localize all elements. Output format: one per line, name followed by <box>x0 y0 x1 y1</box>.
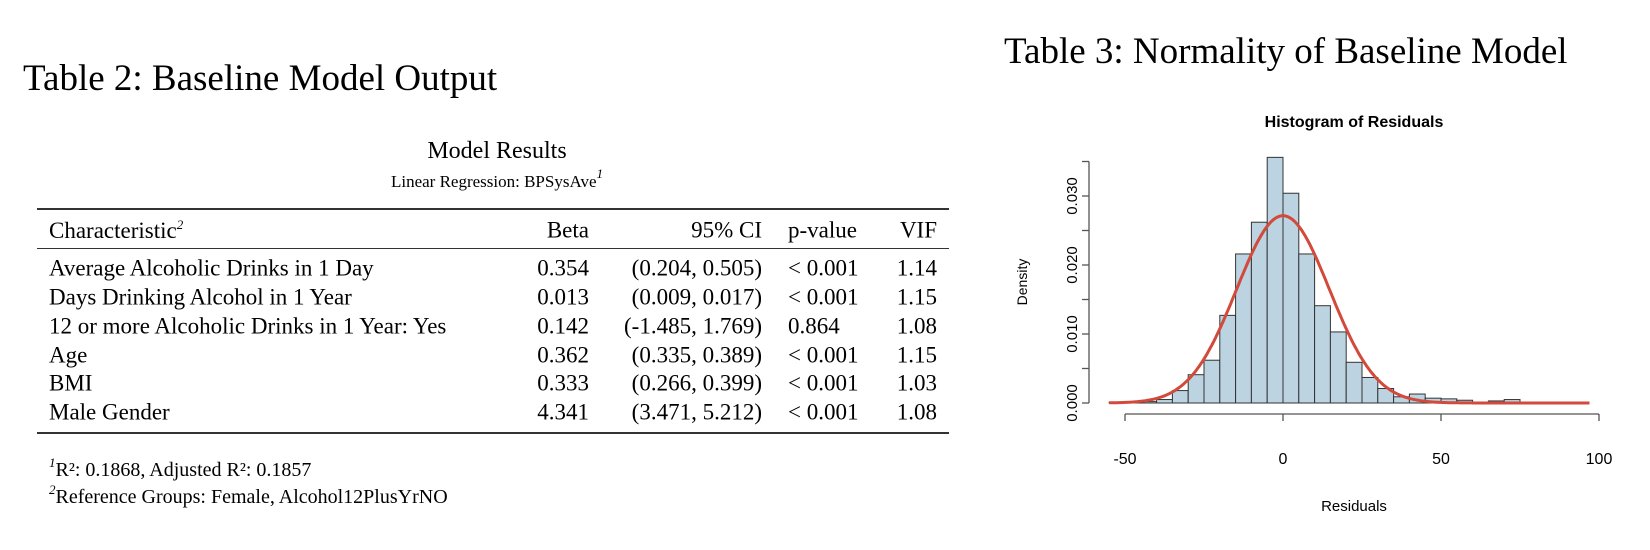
table-subtitle: Linear Regression: BPSysAve1 <box>391 166 603 192</box>
normal-density-curve <box>1109 214 1590 405</box>
cell-p-value: 0.864 <box>788 313 840 339</box>
histogram-bar <box>1314 305 1331 404</box>
column-header-characteristic: Characteristic2 <box>49 218 183 242</box>
cell-beta: 0.354 <box>537 255 589 281</box>
cell-vif: 1.14 <box>896 255 937 281</box>
histogram-bar <box>1329 331 1347 404</box>
cell-p-value: < 0.001 <box>788 370 859 396</box>
y-tick-label: 0.020 <box>1064 246 1081 284</box>
footnote-marker: 2 <box>49 482 56 497</box>
cell-vif: 1.15 <box>896 342 937 368</box>
table-bottom-rule <box>37 432 949 434</box>
cell-p-value: < 0.001 <box>788 284 859 310</box>
x-tick-label: -50 <box>1113 451 1136 468</box>
chart-title: Histogram of Residuals <box>1265 114 1444 131</box>
x-tick-label: 50 <box>1432 451 1450 468</box>
histogram-bar <box>1156 399 1173 404</box>
cell-beta: 0.362 <box>537 342 589 368</box>
cell-p-value: < 0.001 <box>788 342 859 368</box>
histogram-bar <box>1361 376 1379 404</box>
y-tick-label: 0.000 <box>1064 384 1081 422</box>
x-tick-label: 100 <box>1586 451 1613 468</box>
cell-characteristic: Male Gender <box>49 399 170 425</box>
footnote-marker: 1 <box>596 166 604 181</box>
footnote-marker: 2 <box>176 217 184 232</box>
y-tick-label: 0.010 <box>1064 315 1081 353</box>
column-header-p-value: p-value <box>788 217 857 243</box>
histogram-bar <box>1171 390 1189 404</box>
cell-vif: 1.08 <box>896 313 937 339</box>
histogram-bar <box>1345 361 1363 404</box>
table3-heading: Table 3: Normality of Baseline Model <box>1004 31 1568 72</box>
cell-beta: 0.142 <box>537 313 589 339</box>
table-top-rule <box>37 208 949 210</box>
cell-ci: (0.266, 0.399) <box>631 370 762 396</box>
cell-ci: (-1.485, 1.769) <box>624 313 762 339</box>
y-tick-label: 0.030 <box>1064 177 1081 215</box>
column-header-vif: VIF <box>899 217 937 243</box>
table-header-rule <box>37 248 949 249</box>
footnote-marker: 1 <box>49 455 56 470</box>
footnote-1: 1R²: 0.1868, Adjusted R²: 0.1857 <box>49 455 311 482</box>
cell-characteristic: Days Drinking Alcohol in 1 Year <box>49 284 352 310</box>
column-header-text: Characteristic <box>49 218 177 243</box>
cell-characteristic: Average Alcoholic Drinks in 1 Day <box>49 255 374 281</box>
x-tick-label: 0 <box>1279 451 1288 468</box>
x-axis-label: Residuals <box>1321 498 1387 515</box>
table-subtitle-text: Linear Regression: BPSysAve <box>390 172 597 191</box>
histogram-bar <box>1219 314 1237 404</box>
table2-heading: Table 2: Baseline Model Output <box>23 58 498 99</box>
cell-ci: (0.009, 0.017) <box>631 284 762 310</box>
y-axis-label: Density <box>1014 259 1030 306</box>
footnote-text: Reference Groups: Female, Alcohol12PlusY… <box>55 486 448 508</box>
column-header-beta: Beta <box>546 217 589 243</box>
cell-vif: 1.15 <box>896 284 937 310</box>
footnote-2: 2Reference Groups: Female, Alcohol12Plus… <box>49 482 448 509</box>
table-title: Model Results <box>427 138 567 164</box>
histogram-bar <box>1266 156 1284 404</box>
column-header-ci: 95% CI <box>691 217 762 243</box>
cell-ci: (0.335, 0.389) <box>631 342 762 368</box>
cell-characteristic: 12 or more Alcoholic Drinks in 1 Year: Y… <box>49 313 447 339</box>
cell-vif: 1.03 <box>896 370 937 396</box>
footnote-text: R²: 0.1868, Adjusted R²: 0.1857 <box>55 459 312 481</box>
cell-p-value: < 0.001 <box>788 399 859 425</box>
cell-beta: 0.013 <box>537 284 589 310</box>
cell-p-value: < 0.001 <box>788 255 859 281</box>
cell-characteristic: Age <box>49 342 88 368</box>
cell-ci: (0.204, 0.505) <box>631 255 762 281</box>
cell-beta: 0.333 <box>537 370 589 396</box>
cell-ci: (3.471, 5.212) <box>631 399 762 425</box>
histogram-bar <box>1298 253 1316 404</box>
cell-characteristic: BMI <box>49 370 93 396</box>
cell-vif: 1.08 <box>896 399 937 425</box>
cell-beta: 4.341 <box>537 399 589 425</box>
histogram-bar <box>1203 359 1221 404</box>
